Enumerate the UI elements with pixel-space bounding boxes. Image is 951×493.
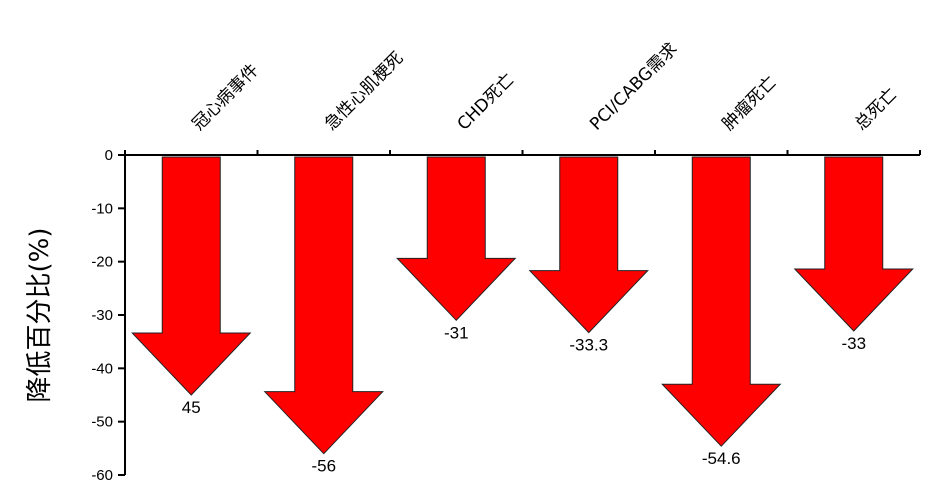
category-label: 总死亡 [851,84,901,134]
y-tick-label: -40 [91,360,113,377]
bar-arrow [528,156,649,334]
bar-arrow [396,156,517,322]
y-tick-label: -30 [91,307,113,324]
category-label: CHD死亡 [454,70,519,135]
data-label: -54.6 [702,449,741,468]
data-label: -33 [841,334,866,353]
category-label: 冠心病事件 [189,60,263,134]
y-tick-label: -60 [91,467,113,484]
data-label: -31 [444,323,469,342]
y-tick-label: 0 [105,147,113,164]
y-tick-label: -20 [91,254,113,271]
category-label: 肿瘤死亡 [719,72,781,134]
y-tick-label: -10 [91,200,113,217]
y-tick-label: -50 [91,414,113,431]
y-axis-label: 降低百分比(%) [25,228,55,403]
category-label: PCI/CABG需求 [586,39,681,134]
bar-arrow [131,156,252,396]
bar-arrow [263,156,384,455]
data-label: -56 [311,457,336,476]
category-label: 急性心肌梗死 [321,48,407,134]
bar-arrow [793,156,914,332]
data-label: 45 [182,398,201,417]
bar-arrow [661,156,782,447]
data-label: -33.3 [569,336,608,355]
